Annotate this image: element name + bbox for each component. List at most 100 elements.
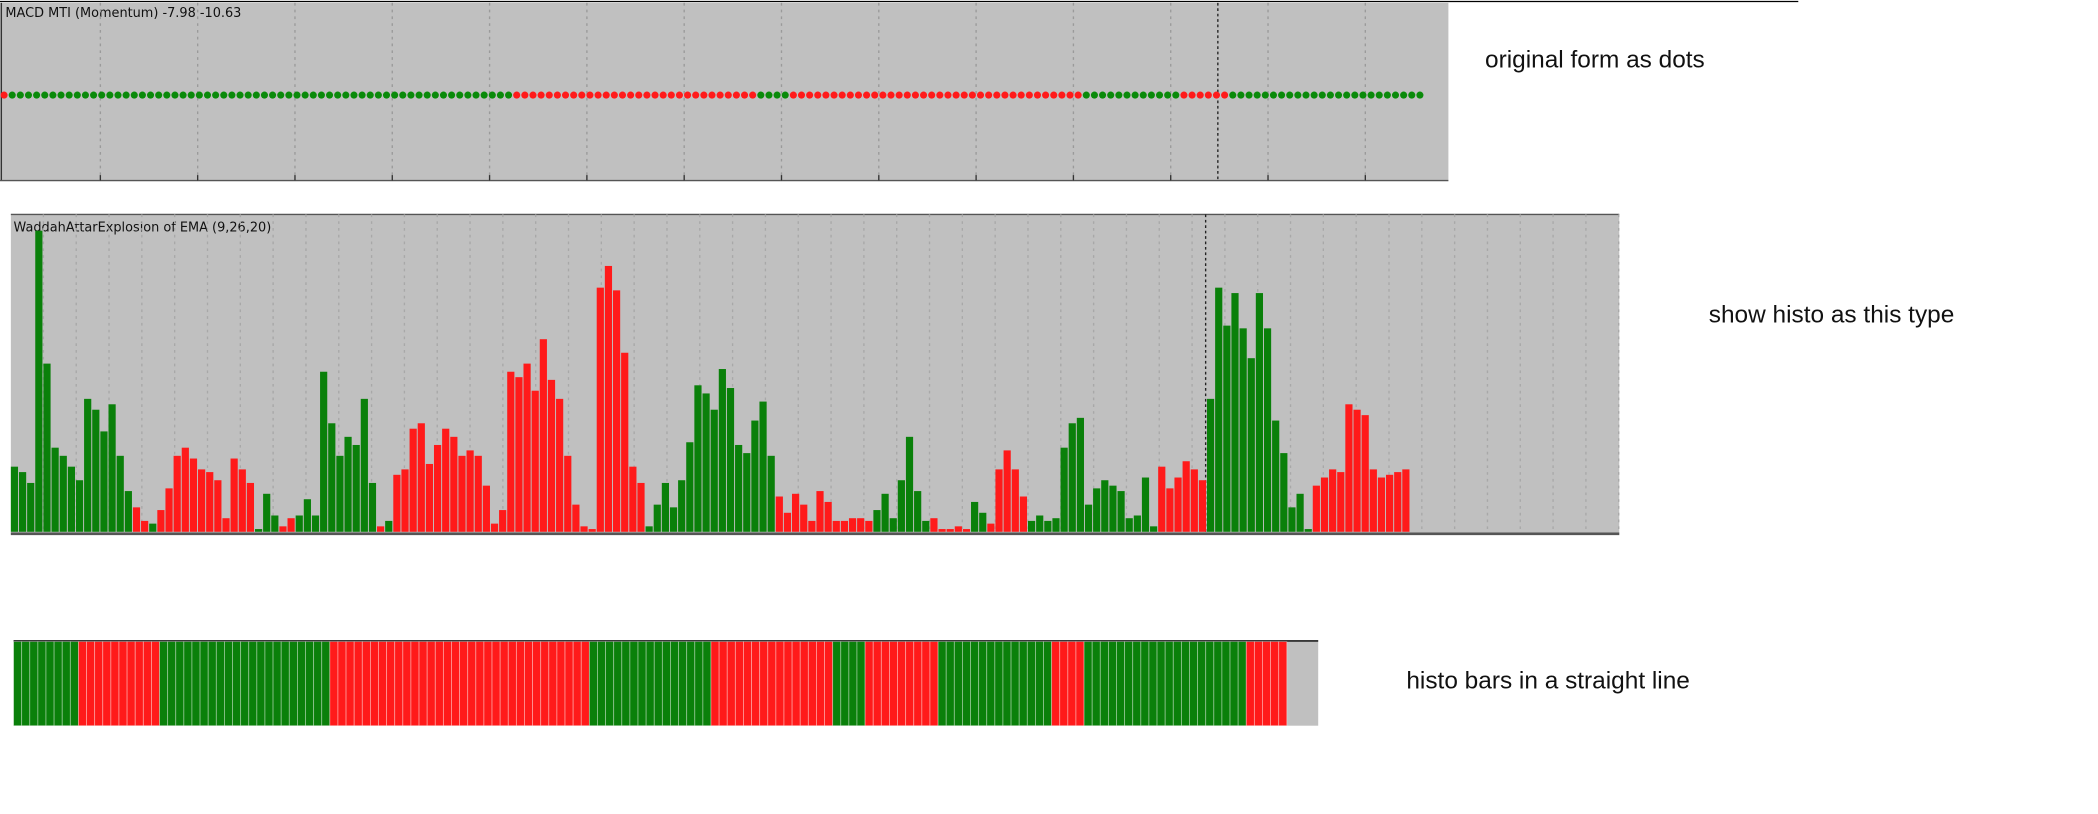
bar <box>1402 469 1410 532</box>
strip-bar <box>297 641 306 727</box>
strip-bar <box>467 641 477 727</box>
bar <box>1117 491 1125 532</box>
strip-bar <box>710 641 720 727</box>
strip-bar <box>305 641 315 727</box>
bar <box>458 455 466 532</box>
strip-bar <box>1067 641 1077 727</box>
dot <box>1367 91 1375 99</box>
dot <box>1090 91 1098 99</box>
bar <box>1312 485 1320 532</box>
dot <box>586 91 594 99</box>
dot <box>252 91 260 99</box>
bar <box>43 363 51 532</box>
bar <box>173 455 181 532</box>
dot <box>1326 91 1334 99</box>
strip-bar <box>686 641 696 727</box>
dot <box>838 91 846 99</box>
dot <box>993 91 1001 99</box>
dot <box>1400 91 1408 99</box>
strip-bar <box>288 641 298 727</box>
strip-bar <box>986 641 996 727</box>
dot <box>1042 91 1050 99</box>
dot <box>480 91 488 99</box>
strip-bar <box>515 641 525 727</box>
strip-bar <box>856 641 866 727</box>
dot <box>1164 91 1172 99</box>
dot <box>106 91 114 99</box>
bar <box>490 523 499 532</box>
strip-bar <box>783 641 793 727</box>
bar <box>995 469 1003 532</box>
bar <box>1084 504 1093 532</box>
bar <box>824 501 832 532</box>
dot <box>1310 91 1318 99</box>
strip-bar <box>1270 641 1280 727</box>
bar <box>18 472 27 532</box>
strip-bar <box>1278 641 1288 727</box>
bar <box>1247 358 1255 532</box>
dot <box>1212 91 1221 99</box>
bar <box>539 339 547 532</box>
bar <box>1239 328 1247 532</box>
dot <box>1359 91 1367 99</box>
dot <box>879 91 887 99</box>
dot <box>277 91 285 99</box>
dot <box>260 91 268 99</box>
dot <box>675 91 683 99</box>
strip-bar <box>256 641 266 727</box>
bar <box>132 507 141 532</box>
dot <box>1286 91 1294 99</box>
strip-bar <box>280 641 290 727</box>
dot <box>667 91 675 99</box>
dot <box>49 91 57 99</box>
strip-bar <box>824 641 834 727</box>
strip-bar <box>872 641 882 727</box>
dot <box>399 91 407 99</box>
strip-bar <box>418 641 428 727</box>
strip-bar <box>1253 641 1263 727</box>
strip-bar <box>629 641 639 727</box>
dot <box>1391 91 1400 99</box>
strip-bar <box>313 641 323 727</box>
dot <box>920 91 928 99</box>
bar <box>425 463 434 532</box>
bar <box>35 230 43 532</box>
dot <box>309 91 317 99</box>
strip-bar <box>678 641 688 727</box>
dot <box>155 91 163 99</box>
annotation: histo bars in a straight line <box>1406 668 1690 695</box>
bar <box>1361 415 1369 532</box>
bar <box>808 520 816 532</box>
dot <box>423 91 431 99</box>
dot <box>236 91 244 99</box>
strip-bar <box>767 641 777 727</box>
dot <box>529 91 537 99</box>
strip-bar <box>1164 641 1174 727</box>
dot <box>944 91 952 99</box>
dot <box>781 91 789 99</box>
dot <box>659 91 667 99</box>
strip-bar <box>110 641 120 727</box>
dot <box>1156 91 1164 99</box>
strip-bar <box>661 641 671 727</box>
dot <box>1066 91 1074 99</box>
strip-bar <box>442 641 452 727</box>
bar <box>1150 526 1158 532</box>
bar <box>100 431 108 532</box>
strip-bar <box>410 641 420 727</box>
strip-bar <box>183 641 193 727</box>
strip-bar <box>572 641 582 727</box>
dot <box>350 91 358 99</box>
dot <box>749 91 757 99</box>
bar <box>914 491 922 532</box>
strip-bar <box>734 641 744 727</box>
dot <box>374 91 382 99</box>
bar <box>759 401 767 532</box>
bar <box>222 518 230 532</box>
dot <box>342 91 350 99</box>
strip-bar <box>126 641 136 727</box>
dot <box>391 91 399 99</box>
strip-bar <box>524 641 534 727</box>
strip-bar <box>1148 641 1158 727</box>
bar <box>596 287 604 532</box>
